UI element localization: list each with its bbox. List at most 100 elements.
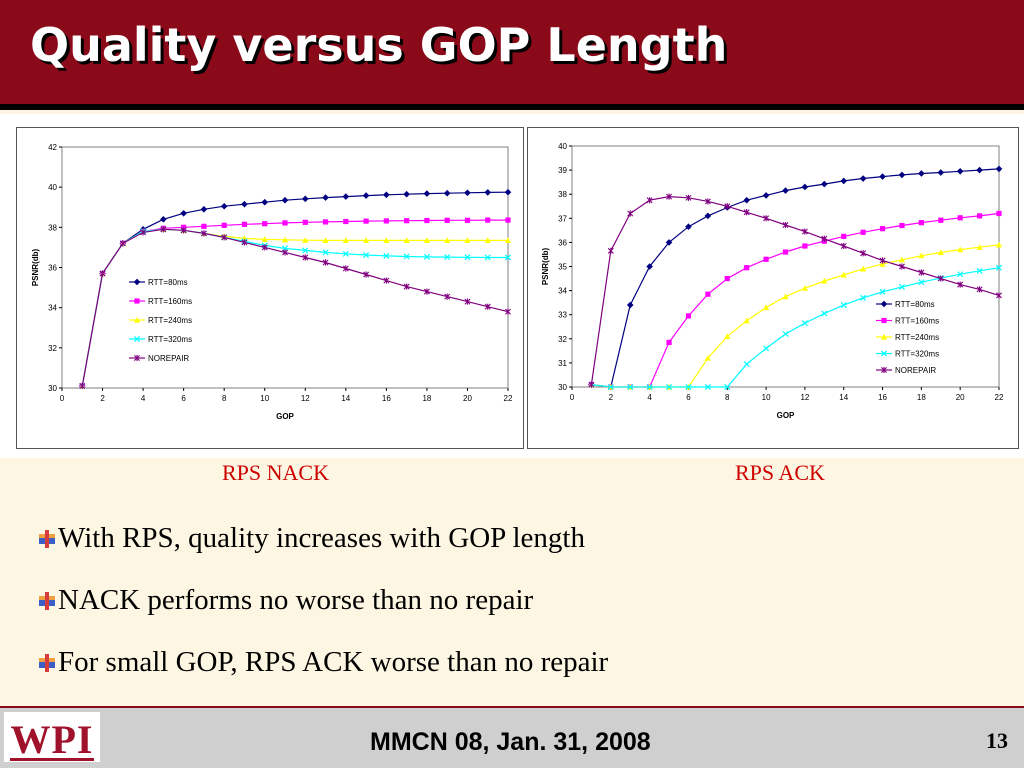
data-point (743, 209, 750, 216)
data-point (363, 218, 369, 224)
data-point (241, 221, 248, 227)
page-number: 13 (986, 728, 1008, 753)
data-point (898, 283, 905, 291)
series-rtt-320ms (588, 264, 1003, 391)
data-point (262, 221, 268, 227)
y-tick-label: 30 (48, 384, 57, 393)
data-point (763, 215, 770, 222)
series-line (591, 168, 1000, 388)
legend-label: NOREPAIR (895, 366, 936, 375)
series-line (81, 191, 509, 387)
data-point (996, 210, 1002, 217)
data-point (801, 320, 808, 327)
data-point (976, 166, 983, 174)
legend-entry: RTT=320ms (876, 350, 939, 359)
data-point (160, 226, 167, 233)
series-line (591, 212, 1000, 388)
data-point (444, 254, 451, 261)
data-point (879, 257, 886, 264)
x-tick-label: 16 (382, 394, 391, 403)
data-point (996, 292, 1002, 299)
y-tick-label: 38 (558, 190, 567, 199)
data-point (976, 244, 983, 250)
series-line (81, 228, 509, 387)
data-point (383, 277, 390, 284)
data-point (403, 283, 410, 290)
data-point (782, 221, 789, 229)
data-point (918, 252, 925, 259)
data-point (444, 217, 450, 223)
legend-entry: RTT=160ms (876, 317, 939, 326)
data-point (464, 189, 471, 197)
data-point (821, 277, 828, 284)
data-point (588, 381, 595, 388)
y-tick-label: 36 (48, 264, 57, 273)
legend-marker (880, 350, 888, 357)
data-point (363, 271, 370, 278)
data-point (821, 310, 828, 317)
data-point (383, 237, 390, 243)
y-tick-label: 36 (558, 238, 567, 247)
data-point (505, 217, 511, 223)
data-point (443, 189, 451, 197)
data-point (879, 173, 886, 180)
slide-title: Quality versus GOP Length (30, 18, 728, 72)
data-point (724, 203, 731, 210)
x-tick-label: 6 (181, 394, 186, 403)
data-point (918, 170, 925, 177)
data-point (956, 167, 964, 175)
x-tick-label: 10 (260, 394, 269, 403)
data-point (782, 330, 789, 338)
data-point (607, 383, 614, 391)
data-point (665, 239, 673, 246)
legend-marker (881, 366, 887, 374)
data-point (762, 192, 770, 199)
data-point (342, 250, 349, 257)
data-point (261, 244, 268, 251)
data-point (918, 269, 925, 276)
data-point (626, 301, 634, 309)
data-point (801, 228, 808, 235)
data-point (666, 193, 673, 200)
legend-entry: NOREPAIR (129, 354, 189, 363)
data-point (302, 254, 309, 261)
series-line (591, 267, 1000, 388)
data-point (976, 286, 983, 293)
data-point (938, 217, 944, 223)
x-tick-label: 14 (341, 394, 350, 403)
data-point (140, 229, 147, 236)
data-point (957, 215, 963, 221)
legend-label: RTT=240ms (895, 333, 939, 342)
y-tick-label: 40 (48, 183, 57, 192)
data-point (444, 237, 451, 243)
data-point (743, 317, 750, 324)
data-point (841, 233, 847, 239)
data-point (763, 256, 769, 262)
legend-entry: RTT=320ms (129, 335, 192, 344)
data-point (821, 235, 828, 242)
y-tick-label: 39 (558, 166, 567, 175)
data-point (898, 171, 906, 179)
data-point (937, 249, 944, 256)
data-point (484, 303, 491, 310)
legend-marker (880, 333, 888, 340)
data-point (801, 183, 809, 191)
x-tick-label: 6 (686, 393, 691, 402)
chart-rps-ack: 30 31 32 33 34 35 36 37 38 39 40 0 2 4 6 8 10 12 14 16 18 20 2… (527, 127, 1019, 449)
data-point (607, 247, 614, 254)
data-point (937, 275, 944, 282)
legend-marker (134, 298, 140, 304)
data-point (704, 383, 711, 391)
data-point (404, 218, 410, 224)
data-point (383, 218, 389, 224)
bullet-icon (39, 654, 55, 672)
data-point (322, 237, 329, 243)
data-point (261, 198, 269, 206)
data-point (840, 271, 847, 278)
x-tick-label: 18 (422, 394, 431, 403)
legend-entry: RTT=240ms (876, 333, 939, 342)
data-point (464, 254, 471, 261)
legend-label: RTT=320ms (148, 335, 192, 344)
data-point (362, 237, 370, 243)
data-point (763, 345, 770, 352)
